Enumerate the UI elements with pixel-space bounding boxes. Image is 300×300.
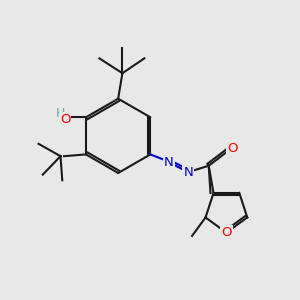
- Text: O: O: [60, 113, 70, 126]
- Text: N: N: [183, 166, 193, 178]
- Text: H: H: [56, 106, 65, 119]
- Text: O: O: [221, 226, 232, 239]
- Text: N: N: [164, 156, 174, 169]
- Text: O: O: [227, 142, 238, 154]
